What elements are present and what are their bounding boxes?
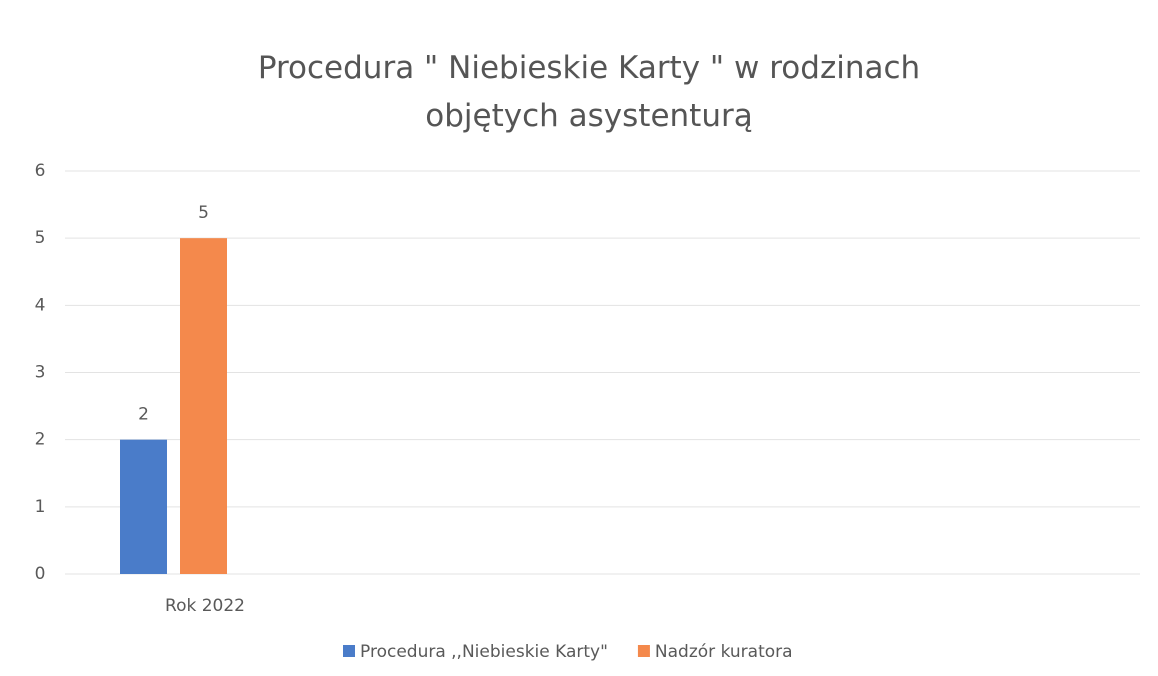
x-tick-label: Rok 2022 [165, 596, 245, 616]
legend-label: Procedura ,,Niebieskie Karty" [360, 642, 608, 662]
y-tick-label: 1 [35, 497, 46, 517]
legend-swatch [343, 645, 355, 657]
y-tick-label: 4 [35, 295, 46, 315]
bar [180, 238, 227, 574]
data-label: 2 [138, 405, 149, 425]
chart-title: Procedura " Niebieskie Karty " w rodzina… [257, 50, 921, 134]
data-label: 5 [198, 203, 209, 223]
y-tick-label: 3 [35, 363, 46, 383]
y-tick-label: 6 [35, 161, 46, 181]
y-tick-label: 0 [35, 564, 46, 584]
y-tick-label: 2 [35, 430, 46, 450]
y-tick-label: 5 [35, 228, 46, 248]
bar [120, 439, 167, 574]
legend-label: Nadzór kuratora [655, 642, 793, 662]
legend-swatch [637, 645, 650, 657]
